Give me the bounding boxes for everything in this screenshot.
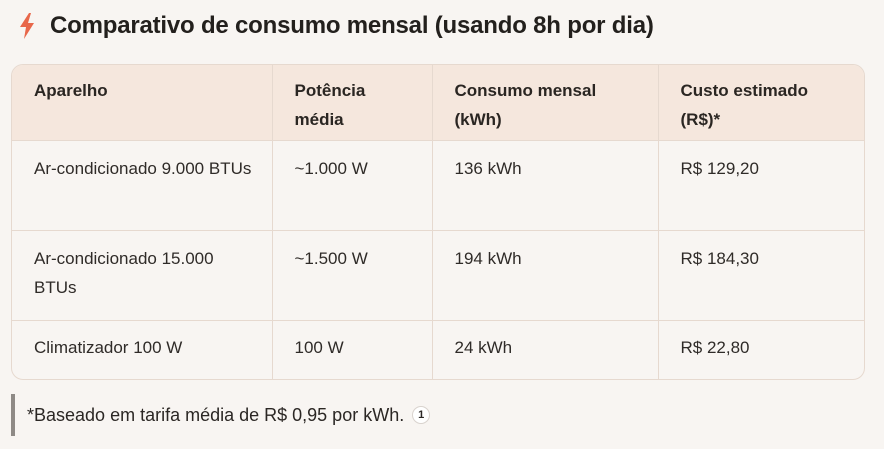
column-header-consumo: Consumo mensal (kWh) [432, 65, 659, 141]
table-header-row: Aparelho Potência média Consumo mensal (… [12, 65, 864, 141]
cell-custo: R$ 129,20 [658, 140, 864, 231]
cell-potencia: ~1.000 W [272, 140, 433, 231]
quote-bar [11, 394, 15, 436]
cell-custo: R$ 184,30 [658, 230, 864, 321]
table-row: Ar-condicionado 9.000 BTUs ~1.000 W 136 … [12, 140, 864, 231]
table-row: Ar-condicionado 15.000 BTUs ~1.500 W 194… [12, 230, 864, 321]
footnote-text: *Baseado em tarifa média de R$ 0,95 por … [27, 404, 405, 425]
cell-aparelho: Climatizador 100 W [12, 320, 273, 379]
cell-aparelho: Ar-condicionado 9.000 BTUs [12, 140, 273, 231]
cell-potencia: ~1.500 W [272, 230, 433, 321]
comparison-table: Aparelho Potência média Consumo mensal (… [11, 64, 865, 380]
citation-badge[interactable]: 1 [412, 406, 431, 424]
column-header-potencia: Potência média [272, 65, 433, 141]
cell-consumo: 136 kWh [432, 140, 659, 231]
section-heading: Comparativo de consumo mensal (usando 8h… [18, 12, 654, 40]
column-header-custo: Custo estimado (R$)* [658, 65, 864, 141]
heading-title: Comparativo de consumo mensal (usando 8h… [50, 12, 654, 39]
cell-potencia: 100 W [272, 320, 433, 379]
table-row: Climatizador 100 W 100 W 24 kWh R$ 22,80 [12, 320, 864, 379]
cell-consumo: 194 kWh [432, 230, 659, 321]
cell-aparelho: Ar-condicionado 15.000 BTUs [12, 230, 273, 321]
cell-consumo: 24 kWh [432, 320, 659, 379]
lightning-bolt-icon [18, 13, 36, 39]
cell-custo: R$ 22,80 [680, 337, 750, 357]
footnote-blockquote: *Baseado em tarifa média de R$ 0,95 por … [11, 394, 431, 436]
column-header-aparelho: Aparelho [12, 65, 273, 141]
